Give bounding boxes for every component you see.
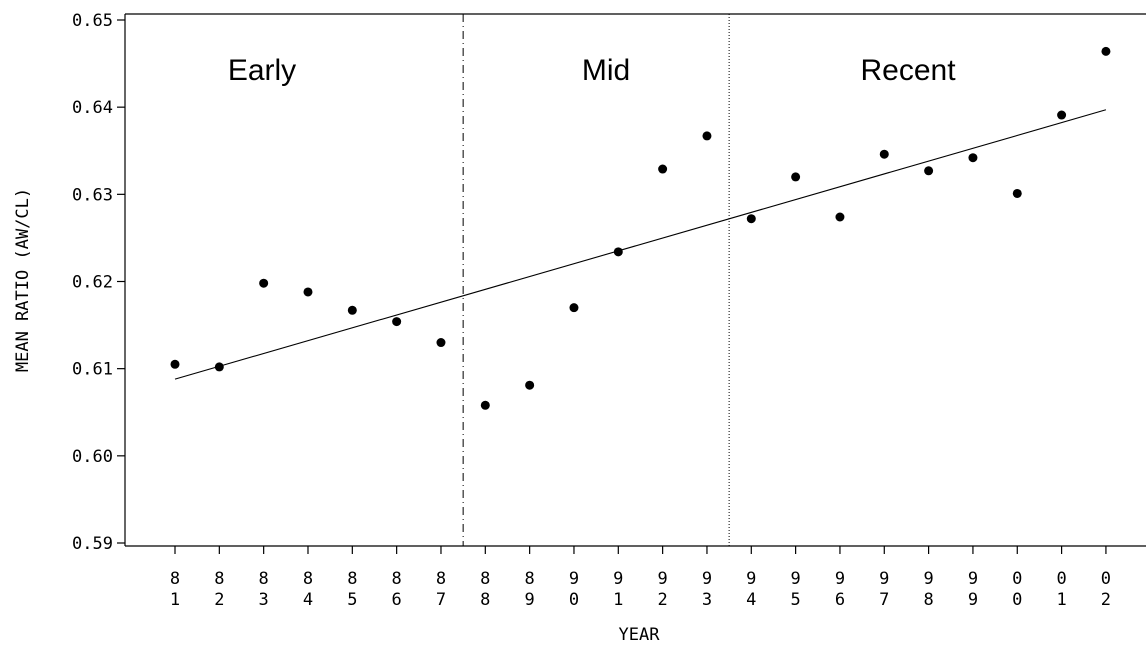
trend-line	[174, 109, 1107, 380]
data-point-97	[879, 149, 889, 159]
data-point-93	[702, 131, 712, 141]
data-point-99	[968, 153, 978, 163]
data-point-88	[480, 400, 490, 410]
y-tick-label-4: 0.63	[72, 185, 113, 205]
data-point-94	[746, 214, 756, 224]
data-point-84	[303, 287, 313, 297]
data-point-95	[791, 172, 801, 182]
data-point-85	[347, 305, 357, 315]
data-point-83	[259, 278, 269, 288]
y-tick-label-2: 0.61	[72, 360, 113, 380]
data-point-87	[436, 338, 446, 348]
period-label-recent: Recent	[860, 54, 956, 87]
y-tick-label-6: 0.65	[72, 11, 113, 31]
period-label-early: Early	[228, 54, 296, 87]
data-point-86	[392, 317, 402, 327]
x-axis-label: YEAR	[619, 625, 661, 645]
data-point-89	[525, 380, 535, 390]
data-point-02	[1101, 46, 1111, 56]
y-tick-label-5: 0.64	[72, 98, 113, 118]
data-point-98	[924, 166, 934, 176]
y-axis-label: MEAN RATIO (AW/CL)	[13, 188, 33, 372]
data-point-90	[569, 303, 579, 313]
y-tick-label-3: 0.62	[72, 273, 113, 293]
data-point-00	[1012, 188, 1022, 198]
data-point-01	[1057, 110, 1067, 120]
data-point-82	[214, 362, 224, 372]
data-point-81	[170, 359, 180, 369]
y-tick-label-1: 0.60	[72, 447, 113, 467]
data-point-91	[613, 247, 623, 257]
data-point-92	[658, 164, 668, 174]
period-label-mid: Mid	[582, 54, 630, 87]
data-point-96	[835, 212, 845, 222]
y-tick-label-0: 0.59	[72, 534, 113, 554]
